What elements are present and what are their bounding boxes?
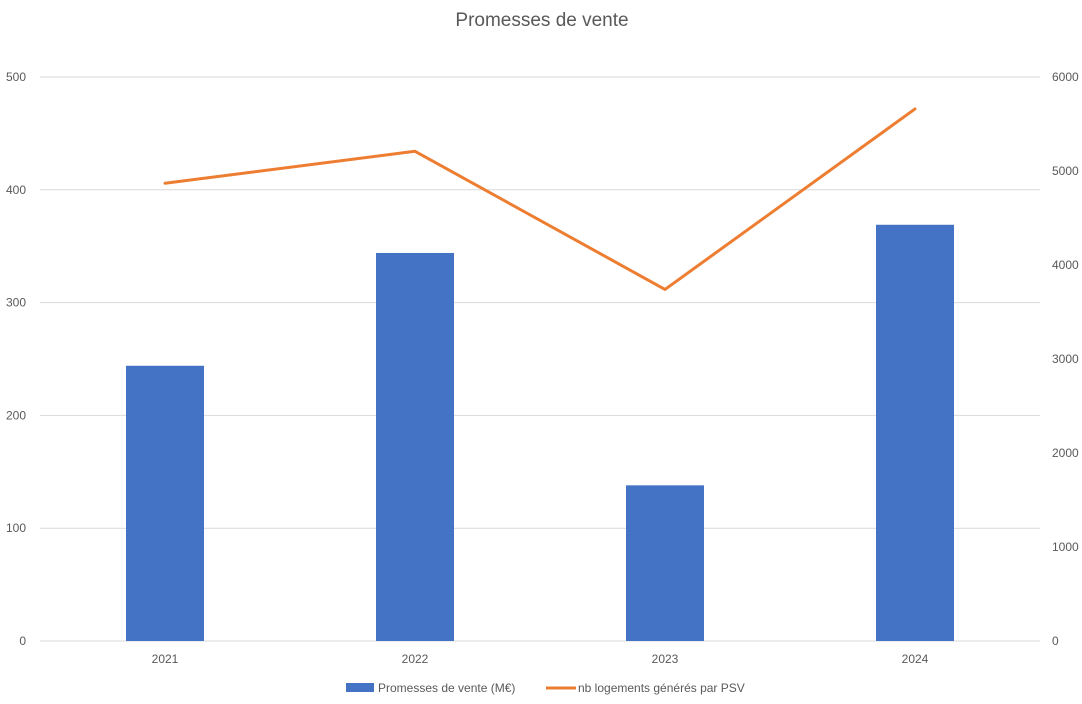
right-tick-label: 4000 <box>1052 258 1079 272</box>
bar-series <box>126 224 954 641</box>
legend-label-line: nb logements générés par PSV <box>578 681 745 695</box>
x-axis: 2021 2022 2023 2024 <box>152 652 929 666</box>
line-series <box>163 107 917 291</box>
right-tick-label: 3000 <box>1052 352 1079 366</box>
right-axis: 0 1000 2000 3000 4000 5000 6000 <box>1052 70 1079 648</box>
right-tick-label: 6000 <box>1052 70 1079 84</box>
x-tick-label: 2023 <box>652 652 679 666</box>
left-tick-label: 300 <box>6 296 26 310</box>
legend-swatch-bar <box>346 683 374 692</box>
right-tick-label: 0 <box>1052 634 1059 648</box>
legend: Promesses de vente (M€) nb logements géné… <box>346 681 745 695</box>
right-tick-label: 1000 <box>1052 540 1079 554</box>
left-axis: 0 100 200 300 400 500 <box>6 70 26 648</box>
gridlines <box>40 76 1040 642</box>
bar <box>126 365 204 641</box>
line-path <box>163 107 917 291</box>
right-tick-label: 5000 <box>1052 164 1079 178</box>
x-tick-label: 2022 <box>402 652 429 666</box>
left-tick-label: 500 <box>6 70 26 84</box>
right-tick-label: 2000 <box>1052 446 1079 460</box>
x-tick-label: 2024 <box>902 652 929 666</box>
left-tick-label: 100 <box>6 521 26 535</box>
left-tick-label: 0 <box>19 634 26 648</box>
bar <box>376 252 454 641</box>
left-tick-label: 200 <box>6 408 26 422</box>
bar <box>626 485 704 641</box>
legend-label-bar: Promesses de vente (M€) <box>378 681 515 695</box>
left-tick-label: 400 <box>6 183 26 197</box>
bar <box>876 224 954 641</box>
chart-title: Promesses de vente <box>455 10 628 31</box>
x-tick-label: 2021 <box>152 652 179 666</box>
